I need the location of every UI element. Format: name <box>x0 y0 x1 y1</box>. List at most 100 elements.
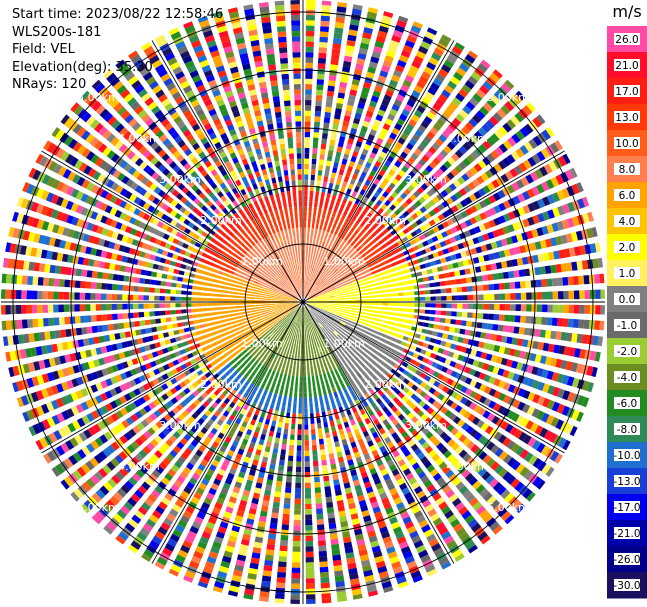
velocity-cell <box>523 123 534 134</box>
velocity-cell <box>376 155 384 163</box>
velocity-cell <box>511 133 521 144</box>
velocity-cell <box>448 183 457 192</box>
velocity-cell <box>435 98 445 107</box>
velocity-cell <box>384 199 391 207</box>
velocity-cell <box>322 181 328 188</box>
velocity-cell <box>321 230 326 236</box>
velocity-cell <box>304 286 306 292</box>
velocity-cell <box>315 191 320 197</box>
velocity-cell <box>322 247 327 254</box>
velocity-cell <box>369 152 377 160</box>
velocity-cell <box>366 212 373 219</box>
velocity-cell <box>371 124 379 132</box>
velocity-cell <box>316 256 320 263</box>
velocity-cell <box>358 176 365 183</box>
velocity-cell <box>350 84 359 91</box>
velocity-cell <box>413 55 424 64</box>
velocity-cell <box>347 231 353 237</box>
velocity-cell <box>387 113 396 121</box>
velocity-cell <box>515 130 525 141</box>
velocity-cell <box>424 31 436 41</box>
velocity-cell <box>383 94 392 102</box>
velocity-cell <box>384 141 392 150</box>
velocity-cell <box>335 16 345 24</box>
velocity-cell <box>367 235 374 241</box>
velocity-cell <box>441 89 451 99</box>
velocity-cell <box>312 212 317 218</box>
velocity-cell <box>382 123 391 131</box>
velocity-cell <box>374 160 382 168</box>
velocity-cell <box>494 146 504 157</box>
velocity-cell <box>307 233 310 239</box>
velocity-cell <box>400 132 409 141</box>
velocity-cell <box>342 66 351 73</box>
velocity-cell <box>318 52 327 59</box>
velocity-cell <box>352 150 359 158</box>
velocity-cell <box>307 281 310 287</box>
velocity-cell <box>317 212 321 219</box>
velocity-cell <box>391 127 400 136</box>
velocity-cell <box>379 70 389 78</box>
velocity-cell <box>335 262 341 268</box>
velocity-cell <box>454 42 465 51</box>
velocity-cell <box>370 216 377 223</box>
velocity-cell <box>367 220 374 227</box>
velocity-cell <box>309 190 314 197</box>
velocity-cell <box>420 41 431 50</box>
velocity-cell <box>467 50 478 60</box>
velocity-cell <box>464 54 476 64</box>
velocity-cell <box>390 221 398 228</box>
velocity-cell <box>360 220 366 227</box>
velocity-cell <box>353 229 360 236</box>
header-info: Start time: 2023/08/22 12:58:46 WLS200s-… <box>12 6 223 94</box>
velocity-cell <box>450 137 460 147</box>
velocity-cell <box>396 94 405 102</box>
velocity-cell <box>311 284 316 289</box>
velocity-cell <box>361 148 369 156</box>
velocity-cell <box>401 165 409 173</box>
velocity-cell <box>333 261 339 267</box>
velocity-cell <box>372 90 381 98</box>
velocity-cell <box>431 52 442 62</box>
velocity-cell <box>410 152 419 161</box>
velocity-cell <box>382 178 390 185</box>
velocity-cell <box>411 180 419 188</box>
velocity-cell <box>421 71 431 80</box>
velocity-cell <box>328 204 334 211</box>
velocity-cell <box>441 129 451 139</box>
velocity-cell <box>381 65 391 73</box>
velocity-cell <box>334 113 341 120</box>
velocity-cell <box>414 162 423 171</box>
velocity-cell <box>308 217 311 223</box>
velocity-cell <box>314 287 319 292</box>
velocity-cell <box>331 53 340 61</box>
velocity-cell <box>439 149 449 158</box>
velocity-cell <box>334 27 344 34</box>
velocity-cell <box>328 270 333 276</box>
velocity-cell <box>336 6 347 13</box>
velocity-cell <box>434 182 443 191</box>
velocity-cell <box>349 89 358 96</box>
velocity-cell <box>442 109 452 119</box>
velocity-cell <box>374 40 385 49</box>
velocity-cell <box>402 210 410 218</box>
velocity-cell <box>320 264 324 270</box>
velocity-cell <box>464 80 475 90</box>
velocity-cell <box>436 168 444 176</box>
velocity-cell <box>420 139 429 148</box>
velocity-cell <box>367 66 377 74</box>
velocity-cell <box>391 34 402 43</box>
velocity-cell <box>406 142 414 151</box>
velocity-cell <box>327 150 334 157</box>
velocity-cell <box>334 218 339 224</box>
velocity-cell <box>432 196 440 204</box>
velocity-cell <box>319 36 328 43</box>
velocity-cell <box>306 286 309 292</box>
velocity-cell <box>310 277 314 283</box>
velocity-cell <box>305 264 307 271</box>
velocity-cell <box>365 110 374 118</box>
velocity-cell <box>303 216 307 223</box>
velocity-cell <box>326 193 331 199</box>
velocity-cell <box>353 186 360 193</box>
velocity-cell <box>344 110 352 117</box>
